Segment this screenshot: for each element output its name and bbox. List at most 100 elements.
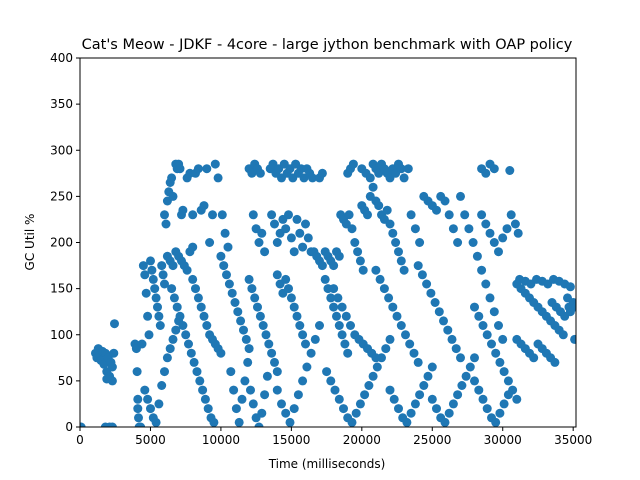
- data-point: [157, 261, 167, 271]
- x-tick-label: 15000: [272, 433, 310, 447]
- data-point: [140, 385, 150, 395]
- data-point: [147, 265, 157, 275]
- x-tick-label: 10000: [202, 433, 240, 447]
- data-point: [333, 293, 343, 303]
- data-point: [326, 293, 336, 303]
- y-tick-label: 200: [50, 236, 73, 250]
- data-point: [257, 228, 267, 238]
- data-point: [178, 321, 188, 330]
- data-point: [477, 265, 487, 275]
- data-point: [272, 238, 282, 247]
- data-point: [329, 284, 339, 294]
- data-point: [456, 191, 465, 201]
- data-point: [426, 288, 436, 298]
- data-point: [406, 408, 416, 418]
- data-point: [248, 210, 258, 220]
- data-point: [237, 394, 247, 404]
- data-point: [281, 224, 291, 234]
- data-point: [401, 330, 410, 340]
- data-point: [381, 344, 391, 354]
- data-point: [499, 399, 509, 409]
- data-point: [158, 270, 168, 280]
- data-point: [186, 348, 196, 358]
- data-point: [234, 417, 244, 427]
- data-point: [329, 261, 339, 271]
- data-point: [254, 238, 264, 247]
- data-point: [394, 247, 403, 257]
- data-point: [260, 390, 270, 400]
- data-point: [146, 256, 155, 266]
- data-point: [244, 274, 254, 284]
- data-point: [344, 210, 354, 220]
- data-point: [337, 302, 347, 312]
- data-point: [512, 394, 522, 404]
- data-point: [481, 219, 491, 229]
- data-point: [270, 357, 279, 367]
- data-point: [453, 238, 463, 247]
- data-point: [422, 279, 432, 289]
- data-point: [138, 261, 148, 271]
- data-point: [474, 385, 484, 395]
- data-point: [477, 210, 487, 220]
- x-tick-label: 25000: [413, 433, 451, 447]
- data-point: [298, 242, 308, 252]
- data-point: [470, 376, 479, 386]
- data-point: [503, 390, 513, 400]
- data-point: [440, 417, 450, 427]
- data-point: [472, 251, 482, 261]
- data-point: [257, 408, 267, 418]
- data-point: [485, 293, 495, 303]
- data-point: [254, 422, 264, 427]
- data-point: [227, 288, 237, 298]
- data-point: [292, 311, 302, 321]
- data-point: [248, 399, 258, 409]
- data-point: [172, 302, 182, 312]
- data-point: [457, 381, 467, 390]
- data-point: [444, 210, 454, 220]
- data-point: [382, 205, 392, 215]
- data-point: [474, 311, 484, 321]
- data-point: [498, 233, 508, 243]
- y-tick-label: 400: [50, 51, 73, 65]
- data-point: [272, 385, 282, 395]
- data-point: [502, 224, 512, 234]
- data-point: [137, 339, 147, 349]
- data-point: [188, 242, 198, 252]
- data-point: [253, 302, 262, 312]
- data-point: [219, 261, 229, 271]
- data-point: [385, 334, 395, 344]
- data-point: [286, 293, 296, 303]
- data-point: [491, 417, 501, 427]
- points-layer: [80, 159, 576, 427]
- y-tick-label: 150: [50, 282, 73, 296]
- data-point: [178, 205, 188, 215]
- data-point: [277, 399, 286, 409]
- data-point: [529, 353, 539, 363]
- data-point: [192, 367, 202, 377]
- data-point: [229, 385, 239, 395]
- data-point: [107, 422, 117, 427]
- data-point: [267, 348, 277, 358]
- data-point: [495, 357, 505, 367]
- data-point: [188, 210, 198, 220]
- data-point: [341, 311, 351, 321]
- x-tick-label: 20000: [343, 433, 381, 447]
- data-point: [460, 210, 470, 220]
- data-point: [444, 408, 454, 418]
- data-point: [140, 270, 150, 280]
- data-point: [161, 219, 171, 229]
- data-point: [430, 298, 440, 307]
- data-point: [470, 353, 479, 363]
- data-point: [80, 422, 86, 427]
- data-point: [270, 219, 279, 229]
- data-point: [198, 385, 208, 395]
- y-axis-label: GC Util %: [23, 214, 37, 271]
- data-point: [348, 159, 358, 169]
- data-point: [200, 394, 210, 404]
- data-point: [262, 371, 272, 381]
- data-point: [134, 413, 143, 423]
- data-point: [330, 385, 340, 395]
- chart-title: Cat's Meow - JDKF - 4core - large jython…: [82, 37, 573, 53]
- data-point: [208, 210, 217, 220]
